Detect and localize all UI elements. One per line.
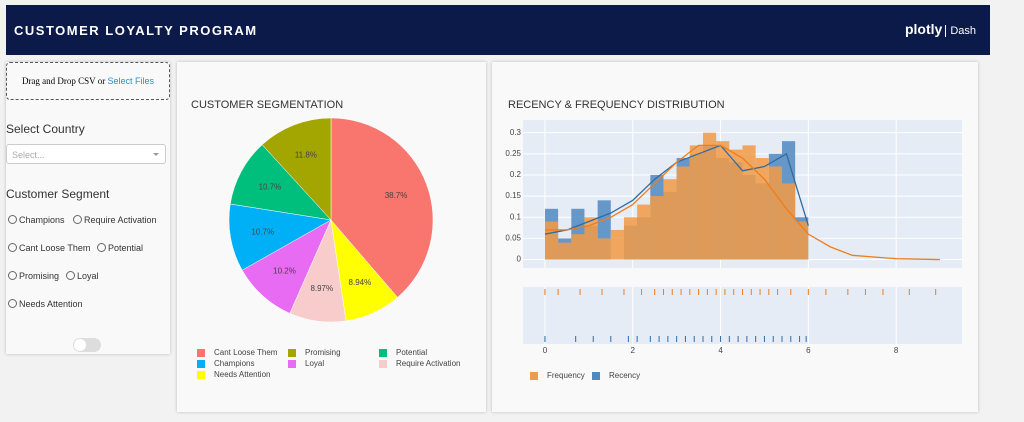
- sidebar: Drag and Drop CSV or Select Files Select…: [6, 62, 170, 354]
- brand-name: plotly: [904, 21, 943, 37]
- legend-swatch: [530, 372, 538, 380]
- segment-option[interactable]: Require Activation: [73, 215, 157, 225]
- histogram-bar: [716, 141, 730, 260]
- kde-line: [544, 144, 941, 261]
- legend-label: Promising: [305, 348, 341, 357]
- histogram-bar: [702, 132, 717, 260]
- x-tick-label: 4: [718, 346, 723, 355]
- y-tick-label: 0.3: [510, 128, 522, 137]
- slice-label: 10.7%: [259, 182, 282, 191]
- legend-label: Require Activation: [396, 359, 460, 368]
- upload-link[interactable]: Select Files: [107, 76, 155, 86]
- app-title: CUSTOMER LOYALTY PROGRAM: [14, 23, 258, 38]
- slice-label: 11.8%: [295, 150, 317, 159]
- slice-label: 8.94%: [349, 278, 372, 287]
- legend-swatch: [197, 349, 205, 357]
- legend-swatch: [592, 372, 600, 380]
- histogram-bar: [558, 242, 572, 260]
- pie-slice: [261, 117, 332, 221]
- legend-swatch: [379, 349, 387, 357]
- pie-slice: [228, 203, 332, 271]
- histogram-bar: [729, 149, 743, 260]
- histogram-bar: [597, 238, 611, 260]
- legend-label: Frequency: [547, 371, 585, 380]
- histogram-bar: [571, 234, 585, 260]
- legend-swatch: [379, 360, 387, 368]
- legend-swatch: [288, 349, 296, 357]
- legend-label: Recency: [609, 371, 640, 380]
- histogram-bar: [689, 145, 703, 260]
- segment-option[interactable]: Promising: [8, 271, 59, 281]
- legend-swatch: [197, 360, 205, 368]
- y-tick-label: 0.2: [510, 170, 522, 179]
- histogram-bar: [663, 179, 677, 260]
- segment-option[interactable]: Loyal: [66, 271, 99, 281]
- histogram-bar: [544, 221, 559, 260]
- legend-label: Loyal: [305, 359, 324, 368]
- histogram-bar: [676, 166, 690, 260]
- pie-slice: [330, 219, 398, 322]
- slice-label: 38.7%: [385, 191, 408, 200]
- histogram-bar: [768, 166, 783, 260]
- brand-product: Dash: [945, 25, 976, 37]
- y-tick-label: 0.05: [505, 234, 521, 243]
- segment-option[interactable]: Cant Loose Them: [8, 243, 90, 253]
- slice-label: 8.97%: [310, 284, 333, 293]
- x-tick-label: 8: [894, 346, 899, 355]
- legend-label: Needs Attention: [214, 370, 270, 379]
- histogram-bar: [623, 217, 638, 260]
- histogram-bar: [755, 158, 769, 260]
- histogram-bar: [610, 229, 624, 260]
- slice-label: 10.2%: [273, 267, 296, 276]
- upload-text: Drag and Drop CSV or: [21, 76, 106, 86]
- legend-label: Cant Loose Them: [214, 348, 278, 357]
- x-tick-label: 0: [543, 346, 548, 355]
- legend-swatch: [288, 360, 296, 368]
- segment-option[interactable]: Potential: [97, 243, 143, 253]
- y-tick-label: 0.25: [505, 149, 521, 158]
- brand[interactable]: plotly Dash: [905, 21, 976, 37]
- chart-title: CUSTOMER SEGMENTATION: [191, 99, 343, 111]
- rug-background: [523, 287, 962, 344]
- legend-label: Potential: [396, 348, 427, 357]
- legend-swatch: [197, 371, 205, 379]
- chart-title: RECENCY & FREQUENCY DISTRIBUTION: [508, 99, 725, 111]
- toggle-switch[interactable]: [73, 338, 101, 352]
- legend-label: Champions: [214, 359, 254, 368]
- y-tick-label: 0.1: [510, 212, 522, 221]
- histogram-bar: [650, 196, 664, 260]
- slice-label: 10.7%: [251, 227, 274, 236]
- y-tick-label: 0.15: [505, 191, 521, 200]
- histogram-bar: [637, 204, 651, 260]
- segment-option[interactable]: Champions: [8, 215, 65, 225]
- upload-box[interactable]: Drag and Drop CSV or Select Files: [6, 62, 170, 100]
- segment-option[interactable]: Needs Attention: [8, 299, 83, 309]
- pie-slice: [229, 144, 332, 221]
- histogram-bar: [584, 217, 598, 260]
- histogram-bar: [782, 183, 796, 260]
- country-dropdown[interactable]: Select...: [6, 144, 166, 164]
- pie-slice: [330, 117, 434, 298]
- histogram-bar: [742, 145, 756, 260]
- y-tick-label: 0: [517, 255, 522, 264]
- country-label: Select Country: [6, 122, 85, 136]
- x-tick-label: 2: [631, 346, 636, 355]
- header: CUSTOMER LOYALTY PROGRAM plotly Dash: [6, 5, 990, 55]
- x-tick-label: 6: [806, 346, 811, 355]
- segment-label: Customer Segment: [6, 187, 110, 201]
